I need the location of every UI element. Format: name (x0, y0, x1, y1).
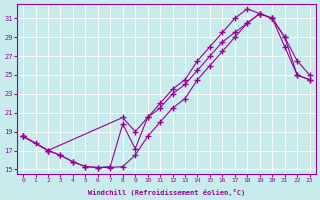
X-axis label: Windchill (Refroidissement éolien,°C): Windchill (Refroidissement éolien,°C) (88, 189, 245, 196)
